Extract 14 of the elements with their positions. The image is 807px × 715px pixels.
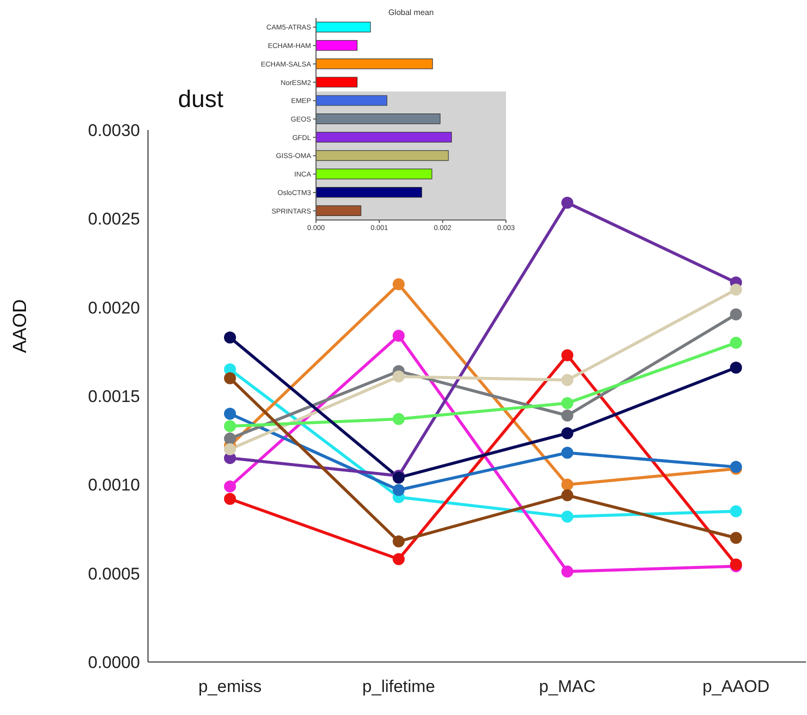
chart-title: Global mean [387, 8, 435, 17]
x-tick-label: p_MAC [538, 677, 596, 696]
y-tick-label: 0.0010 [88, 476, 140, 495]
y-tick-label: 0.0005 [88, 564, 140, 584]
y-tick-label: 0.0015 [88, 387, 140, 406]
y-tick-label: 0.0030 [88, 121, 140, 140]
x-tick-label: p_emiss [198, 677, 262, 696]
x-tick-label: p_lifetime [362, 677, 436, 696]
y-tick-label: 0.0025 [88, 210, 140, 229]
y-tick-label: 0.0000 [88, 653, 140, 672]
y-tick-label: 0.0020 [88, 298, 140, 318]
x-tick-label: p_AAOD [702, 677, 770, 696]
y-axis-title: AAOD [10, 299, 32, 353]
chart-title: dust [178, 86, 224, 114]
